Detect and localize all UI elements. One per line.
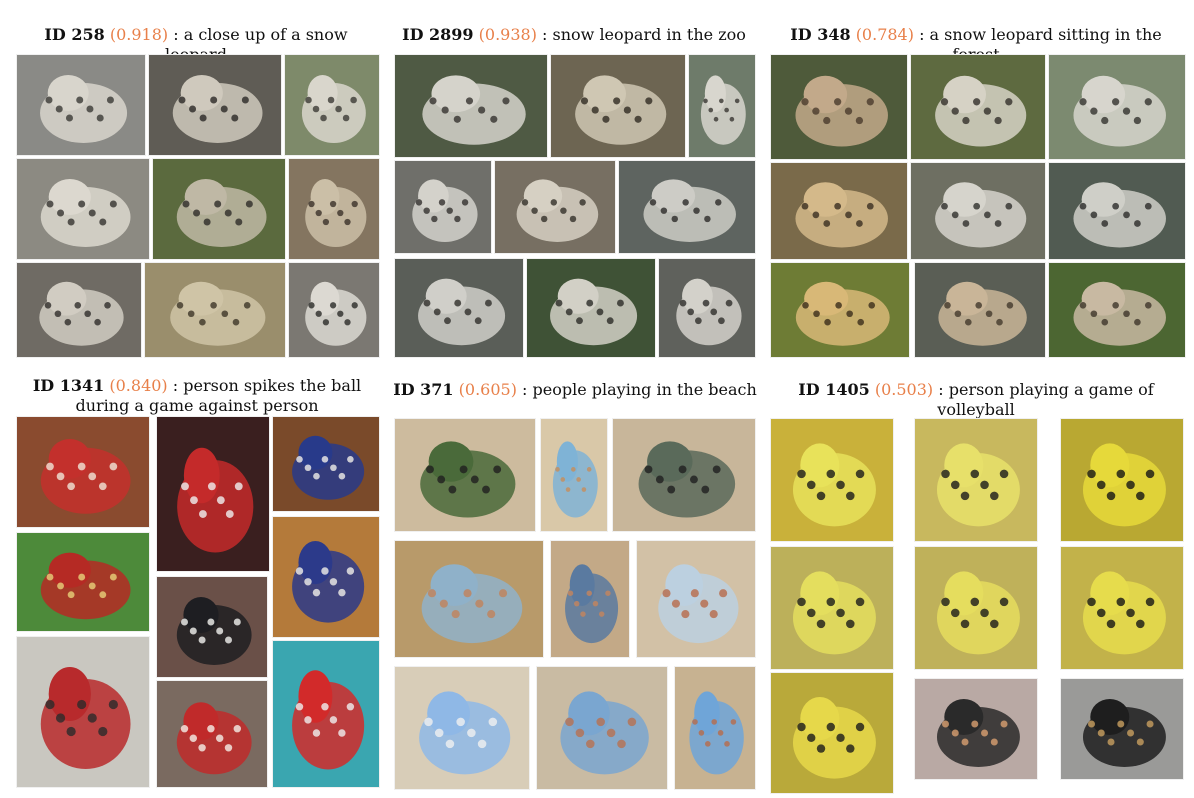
result-image bbox=[526, 258, 656, 358]
result-image bbox=[394, 258, 524, 358]
result-image bbox=[16, 158, 150, 260]
result-image bbox=[636, 540, 756, 658]
result-image bbox=[770, 262, 910, 358]
panel-text: : person spikes the ball during a game a… bbox=[75, 376, 362, 415]
panel-caption: ID 2899 (0.938) : snow leopard in the zo… bbox=[390, 25, 758, 45]
result-image bbox=[914, 678, 1038, 780]
result-image bbox=[910, 54, 1046, 160]
result-image bbox=[284, 54, 380, 156]
result-image bbox=[674, 666, 756, 790]
result-image bbox=[658, 258, 756, 358]
result-image bbox=[156, 576, 268, 678]
result-image bbox=[770, 162, 908, 260]
panel-4: ID 1341 (0.840) : person spikes the ball… bbox=[12, 370, 382, 790]
result-image bbox=[394, 418, 536, 532]
result-image bbox=[612, 418, 756, 532]
panel-caption: ID 371 (0.605) : people playing in the b… bbox=[390, 380, 760, 400]
panel-caption: ID 1341 (0.840) : person spikes the ball… bbox=[12, 376, 382, 416]
panel-id: ID 2899 bbox=[402, 25, 474, 44]
result-image bbox=[394, 666, 530, 790]
panel-text: : snow leopard in the zoo bbox=[542, 25, 746, 44]
panel-score: (0.503) bbox=[874, 380, 934, 399]
panel-id: ID 258 bbox=[44, 25, 105, 44]
panel-score: (0.840) bbox=[109, 376, 168, 395]
result-image bbox=[1060, 546, 1184, 670]
result-image bbox=[1048, 262, 1186, 358]
result-image bbox=[272, 640, 380, 788]
panel-6: ID 1405 (0.503) : person playing a game … bbox=[766, 370, 1186, 794]
result-image bbox=[16, 636, 150, 788]
result-image bbox=[16, 416, 150, 528]
panel-caption: ID 1405 (0.503) : person playing a game … bbox=[766, 380, 1186, 420]
result-image bbox=[914, 262, 1046, 358]
result-image bbox=[1048, 54, 1186, 160]
result-image bbox=[16, 54, 146, 156]
result-image bbox=[1060, 418, 1184, 542]
result-image bbox=[394, 160, 492, 254]
result-image bbox=[770, 54, 908, 160]
result-image bbox=[148, 54, 282, 156]
result-image bbox=[272, 416, 380, 512]
panel-score: (0.918) bbox=[109, 25, 169, 44]
result-image bbox=[536, 666, 668, 790]
result-image bbox=[394, 540, 544, 658]
result-image bbox=[688, 54, 756, 158]
result-image bbox=[152, 158, 286, 260]
panel-3: ID 348 (0.784) : a snow leopard sitting … bbox=[766, 0, 1186, 360]
result-image bbox=[288, 262, 380, 358]
result-image bbox=[914, 418, 1038, 542]
panel-id: ID 371 bbox=[393, 380, 454, 399]
result-image bbox=[914, 546, 1038, 670]
panel-text: : person playing a game of volleyball bbox=[937, 380, 1154, 419]
panel-id: ID 1405 bbox=[798, 380, 870, 399]
panel-score: (0.784) bbox=[855, 25, 914, 44]
result-image bbox=[494, 160, 616, 254]
result-image bbox=[16, 262, 142, 358]
panel-score: (0.605) bbox=[458, 380, 517, 399]
result-image bbox=[1060, 678, 1184, 780]
panel-score: (0.938) bbox=[478, 25, 537, 44]
result-image bbox=[770, 418, 894, 542]
panel-text: : people playing in the beach bbox=[522, 380, 757, 399]
result-image bbox=[550, 54, 686, 158]
result-image bbox=[156, 680, 268, 788]
panel-1: ID 258 (0.918) : a close up of a snow le… bbox=[12, 0, 380, 360]
result-image bbox=[16, 532, 150, 632]
result-image bbox=[910, 162, 1046, 260]
panel-2: ID 2899 (0.938) : snow leopard in the zo… bbox=[390, 0, 758, 360]
result-image bbox=[618, 160, 756, 254]
result-image bbox=[1048, 162, 1186, 260]
result-image bbox=[540, 418, 608, 532]
result-image bbox=[272, 516, 380, 638]
panel-5: ID 371 (0.605) : people playing in the b… bbox=[390, 370, 760, 790]
result-image bbox=[770, 672, 894, 794]
panel-id: ID 348 bbox=[790, 25, 851, 44]
panel-caption: ID 348 (0.784) : a snow leopard sitting … bbox=[766, 25, 1186, 65]
result-image bbox=[770, 546, 894, 670]
result-image bbox=[144, 262, 286, 358]
result-image bbox=[156, 416, 270, 572]
result-image bbox=[550, 540, 630, 658]
panel-id: ID 1341 bbox=[32, 376, 105, 395]
result-image bbox=[394, 54, 548, 158]
result-image bbox=[288, 158, 380, 260]
